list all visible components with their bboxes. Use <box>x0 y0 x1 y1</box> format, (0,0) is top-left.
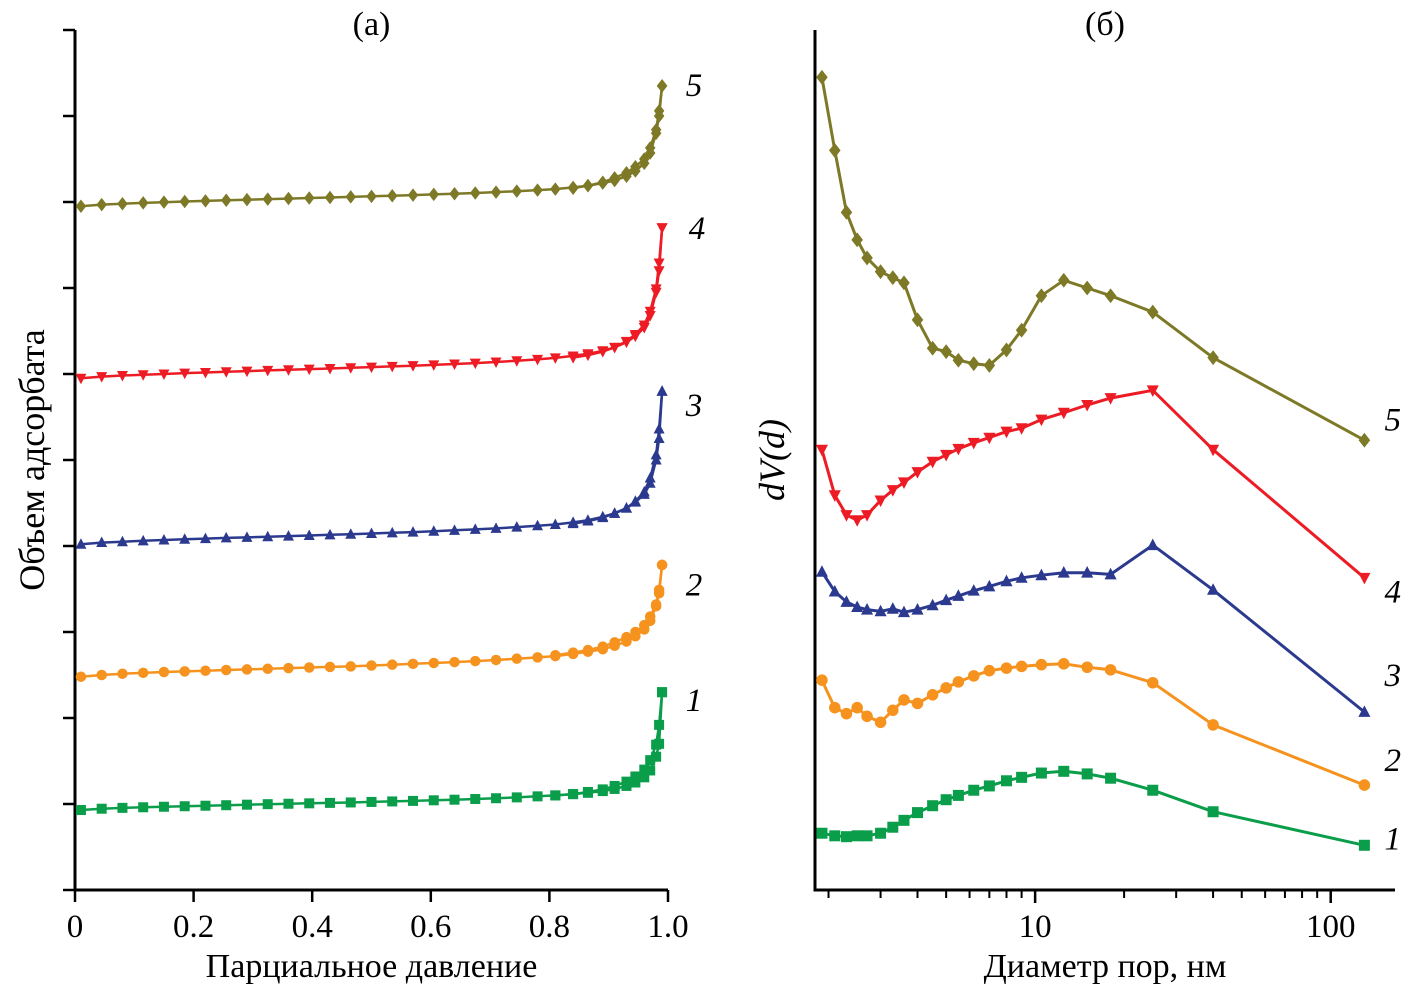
svg-text:10: 10 <box>1019 909 1052 945</box>
svg-text:0.2: 0.2 <box>173 909 214 945</box>
panel-b-x-axis-label: Диаметр пор, нм <box>983 948 1227 985</box>
svg-text:0.4: 0.4 <box>292 909 333 945</box>
svg-text:0.8: 0.8 <box>529 909 570 945</box>
svg-text:0.6: 0.6 <box>410 909 451 945</box>
svg-text:1: 1 <box>686 683 703 719</box>
svg-text:0: 0 <box>67 909 84 945</box>
svg-text:1: 1 <box>1384 821 1401 857</box>
svg-text:4: 4 <box>1384 575 1401 611</box>
svg-text:2: 2 <box>686 568 703 604</box>
svg-text:3: 3 <box>685 388 703 424</box>
svg-text:1.0: 1.0 <box>647 909 688 945</box>
svg-text:5: 5 <box>1384 403 1401 439</box>
panel-a-title: (а) <box>352 6 391 43</box>
panel-a-x-axis-label: Парциальное давление <box>205 948 538 985</box>
svg-text:3: 3 <box>1383 658 1401 694</box>
svg-text:5: 5 <box>686 68 703 104</box>
svg-text:2: 2 <box>1384 743 1401 779</box>
svg-text:4: 4 <box>689 211 706 247</box>
svg-text:100: 100 <box>1306 909 1356 945</box>
panel-b-title: (б) <box>1085 6 1125 43</box>
